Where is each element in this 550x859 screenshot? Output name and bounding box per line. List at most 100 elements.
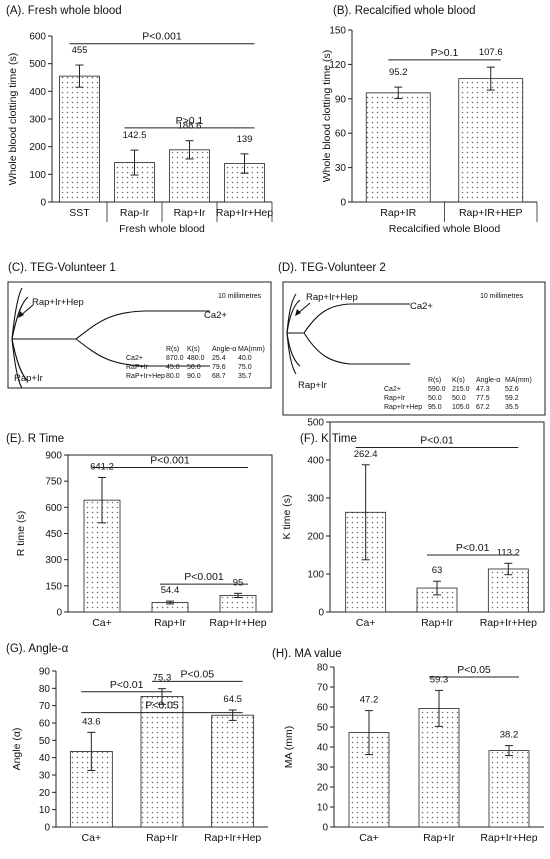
teg-d-table-cell: 35.5 (505, 404, 519, 411)
chart-a-ytick-label: 600 (29, 32, 46, 43)
teg-c-label-hep: Rap+Ir+Hep (32, 297, 84, 308)
chart-a-ytick-label: 0 (40, 198, 46, 209)
chart-e-ytick-label: 0 (56, 608, 62, 619)
chart-f-category-label: Rap+Ir+Hep (480, 617, 537, 629)
chart-f-category-label: Ca+ (356, 617, 376, 629)
teg-d-rapir-lower-2 (286, 332, 301, 367)
teg-d-table-cell: 59.2 (505, 395, 519, 402)
teg-c-frame (7, 281, 272, 389)
chart-h-ytick-label: 40 (317, 743, 329, 754)
teg-d-rapir-upper-2 (286, 299, 301, 334)
teg-d-table-row-label: Rap+Ir+Hep (384, 404, 422, 411)
chart-b-value-label: 107.6 (479, 47, 503, 58)
teg-c-rapir-upper-2 (11, 296, 29, 340)
chart-e-category-label: Rap+Ir+Hep (209, 617, 266, 629)
chart-g-ytick-label: 90 (39, 667, 51, 678)
chart-h-category-label: Rap+Ir+Hep (480, 832, 537, 844)
teg-panel-d: (D). TEG-Volunteer 2 10 millimetres Rap+… (278, 262, 546, 416)
teg-d-table-row-label: Ca2+ (384, 386, 401, 393)
chart-f-ytick-label: 500 (307, 418, 324, 429)
chart-f-ytick-label: 300 (307, 494, 324, 505)
chart-h-title: (H). MA value (272, 648, 342, 660)
chart-g-ytick-label: 0 (44, 823, 50, 834)
chart-e-ytick-label: 900 (45, 451, 62, 462)
chart-e-ytick-label: 300 (45, 555, 62, 566)
chart-g-ytick-label: 10 (39, 805, 51, 816)
chart-g-ytick-label: 60 (39, 719, 51, 730)
chart-h-value-label: 59.3 (430, 674, 449, 685)
teg-c-table-header: K(s) (187, 346, 200, 353)
teg-d-arrow-head (295, 309, 301, 316)
chart-f-ytick-label: 0 (318, 608, 324, 619)
chart-b-ytick-label: 150 (329, 26, 346, 37)
chart-f-y-axis-label: K time (s) (281, 495, 293, 540)
chart-h-category-label: Rap+Ir (423, 832, 455, 844)
teg-c-scale: 10 millimetres (218, 293, 262, 300)
chart-a-ytick-label: 400 (29, 87, 46, 98)
teg-c-ca-trace-upper (75, 310, 210, 340)
chart-f-ytick-label: 100 (307, 570, 324, 581)
chart-h-ytick-label: 30 (317, 763, 329, 774)
teg-d-label-hep: Rap+Ir+Hep (306, 292, 358, 303)
chart-h-bar (488, 750, 530, 828)
teg-c-table-cell: 480.0 (187, 355, 205, 362)
chart-e-ytick-label: 600 (45, 503, 62, 514)
chart-h-ytick-label: 80 (317, 663, 329, 674)
chart-h-ytick-label: 60 (317, 703, 329, 714)
chart-g-bar (140, 696, 184, 828)
chart-g-ytick-label: 50 (39, 736, 51, 747)
teg-d-table-header: R(s) (428, 377, 441, 384)
teg-d-title: (D). TEG-Volunteer 2 (278, 262, 386, 274)
chart-b-significance-label: P>0.1 (431, 47, 459, 59)
chart-e-title: (E). R Time (6, 433, 64, 445)
chart-g-category-label: Rap+Ir+Hep (204, 832, 261, 844)
chart-b-ytick-label: 0 (340, 198, 346, 209)
chart-g-title: (G). Angle-α (6, 643, 69, 655)
chart-b-title: (B). Recalcified whole blood (333, 5, 476, 17)
chart-h-value-label: 38.2 (500, 730, 519, 741)
teg-c-rapir-upper-1 (11, 287, 23, 340)
chart-f-category-label: Rap+Ir (421, 617, 453, 629)
chart-f-value-label: 63 (432, 565, 443, 576)
chart-h-value-label: 47.2 (360, 695, 379, 706)
chart-a-category-label: Rap+Ir (174, 207, 206, 219)
chart-a-ytick-label: 200 (29, 142, 46, 153)
chart-b-ytick-label: 90 (335, 94, 347, 105)
teg-c-table-cell: 25.4 (212, 355, 226, 362)
teg-d-table-cell: 95.0 (428, 404, 442, 411)
chart-h-y-axis-label: MA (mm) (283, 726, 295, 769)
teg-d-table-cell: 47.3 (476, 386, 490, 393)
chart-g-value-label: 75.3 (153, 673, 172, 684)
chart-a-category-label: Rap+Ir+Hep (216, 207, 273, 219)
teg-c-table-cell: 50.0 (187, 364, 201, 371)
teg-d-table-header: MA(mm) (505, 377, 532, 384)
chart-h-category-label: Ca+ (359, 832, 379, 844)
teg-c-table: R(s) K(s) Angle-α MA(mm) Ca2+ 870.0 480.0 25.4 4… (126, 346, 265, 380)
teg-d-table-cell: 67.2 (476, 404, 490, 411)
teg-c-table-cell: 90.0 (187, 373, 201, 380)
chart-a-ytick-label: 300 (29, 115, 46, 126)
chart-b-value-label: 95.2 (389, 67, 408, 78)
chart-f-bar (487, 568, 529, 613)
chart-h-ytick-label: 0 (322, 823, 328, 834)
chart-e-ytick-label: 150 (45, 581, 62, 592)
chart-a-category-label: SST (69, 207, 90, 219)
chart-a-value-label: 188.6 (178, 121, 202, 132)
chart-h-ytick-label: 20 (317, 783, 329, 794)
teg-c-table-header: Angle-α (212, 346, 236, 353)
chart-h-ytick-label: 50 (317, 723, 329, 734)
chart-b-bar (458, 78, 524, 203)
teg-c-table-row-label: Ca2+ (126, 355, 143, 362)
chart-g-bar (211, 714, 255, 828)
teg-d-table-header: Angle-α (476, 377, 500, 384)
teg-panel-c: (C). TEG-Volunteer 1 10 millimetres Rap+… (7, 262, 272, 389)
chart-b-bar (365, 92, 431, 203)
teg-d-ca-trace-lower (303, 332, 410, 365)
teg-c-title: (C). TEG-Volunteer 1 (8, 262, 116, 274)
teg-d-label-rapir: Rap+Ir (298, 380, 327, 391)
teg-c-traces (11, 287, 210, 389)
chart-g-category-label: Ca+ (82, 832, 102, 844)
teg-c-table-cell: 79.6 (212, 364, 226, 371)
chart-a-significance-label: P>0.1 (176, 115, 204, 127)
